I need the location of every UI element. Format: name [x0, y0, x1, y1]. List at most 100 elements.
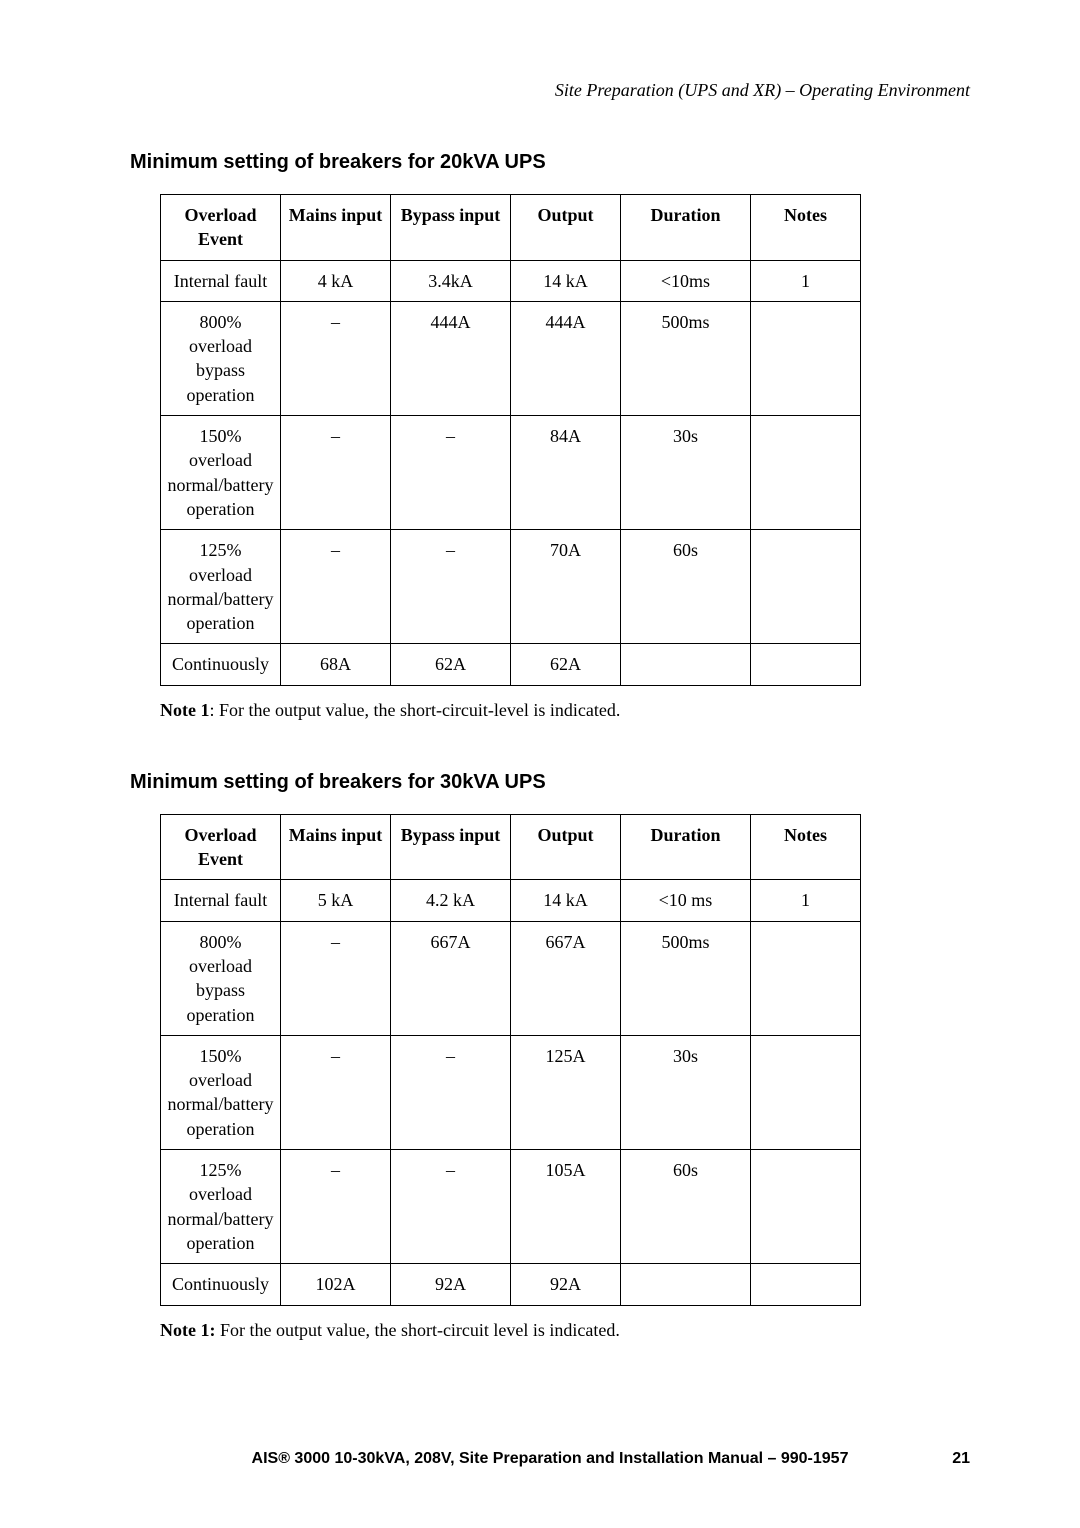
col-mains-input: Mains input — [281, 195, 391, 261]
cell: 60s — [621, 1150, 751, 1264]
cell: – — [391, 416, 511, 530]
table-body-30kva: Internal fault 5 kA 4.2 kA 14 kA <10 ms … — [161, 880, 861, 1305]
cell: Internal fault — [161, 260, 281, 301]
cell: 3.4kA — [391, 260, 511, 301]
cell: 14 kA — [511, 880, 621, 921]
col-label: OverloadEvent — [185, 205, 257, 249]
note-label: Note 1 — [160, 700, 209, 720]
cell: 5 kA — [281, 880, 391, 921]
cell: Continuously — [161, 1264, 281, 1305]
cell: 62A — [511, 644, 621, 685]
cell: 4.2 kA — [391, 880, 511, 921]
page-footer: AIS® 3000 10-30kVA, 208V, Site Preparati… — [130, 1450, 970, 1468]
col-notes: Notes — [751, 195, 861, 261]
cell: 84A — [511, 416, 621, 530]
cell — [621, 1264, 751, 1305]
cell — [621, 644, 751, 685]
table-row: Internal fault 5 kA 4.2 kA 14 kA <10 ms … — [161, 880, 861, 921]
cell: – — [281, 1150, 391, 1264]
cell: 102A — [281, 1264, 391, 1305]
footer-text: AIS® 3000 10-30kVA, 208V, Site Preparati… — [252, 1450, 849, 1467]
breakers-table-30kva: OverloadEvent Mains input Bypass input O… — [160, 814, 861, 1306]
cell: Internal fault — [161, 880, 281, 921]
cell: 667A — [391, 921, 511, 1035]
cell: – — [281, 1035, 391, 1149]
table-row: Internal fault 4 kA 3.4kA 14 kA <10ms 1 — [161, 260, 861, 301]
cell: <10ms — [621, 260, 751, 301]
col-bypass-input: Bypass input — [391, 195, 511, 261]
col-overload-event: OverloadEvent — [161, 195, 281, 261]
cell: – — [391, 530, 511, 644]
table-header-row: OverloadEvent Mains input Bypass input O… — [161, 814, 861, 880]
cell: 1 — [751, 880, 861, 921]
note-text: For the output value, the short-circuit … — [215, 1320, 619, 1340]
cell: 105A — [511, 1150, 621, 1264]
table-row: 800%overloadbypassoperation – 444A 444A … — [161, 301, 861, 415]
cell: 150%overloadnormal/batteryoperation — [161, 416, 281, 530]
col-output: Output — [511, 195, 621, 261]
note-30kva: Note 1: For the output value, the short-… — [160, 1320, 970, 1341]
cell — [751, 416, 861, 530]
note-label: Note 1: — [160, 1320, 215, 1340]
cell: – — [391, 1035, 511, 1149]
note-20kva: Note 1: For the output value, the short-… — [160, 700, 970, 721]
cell: – — [281, 530, 391, 644]
table-body-20kva: Internal fault 4 kA 3.4kA 14 kA <10ms 1 … — [161, 260, 861, 685]
table-row: 800%overloadbypassoperation – 667A 667A … — [161, 921, 861, 1035]
cell: 500ms — [621, 301, 751, 415]
table-row: 150%overloadnormal/batteryoperation – – … — [161, 1035, 861, 1149]
cell — [751, 530, 861, 644]
col-label: OverloadEvent — [185, 825, 257, 869]
breakers-table-20kva: OverloadEvent Mains input Bypass input O… — [160, 194, 861, 686]
cell: 92A — [391, 1264, 511, 1305]
cell: – — [391, 1150, 511, 1264]
running-header: Site Preparation (UPS and XR) – Operatin… — [130, 80, 970, 101]
cell — [751, 921, 861, 1035]
cell: 70A — [511, 530, 621, 644]
cell: 444A — [391, 301, 511, 415]
table-row: Continuously 102A 92A 92A — [161, 1264, 861, 1305]
section-heading-30kva: Minimum setting of breakers for 30kVA UP… — [130, 771, 970, 794]
cell: 125%overloadnormal/batteryoperation — [161, 1150, 281, 1264]
cell — [751, 1035, 861, 1149]
cell: 14 kA — [511, 260, 621, 301]
cell: 125%overloadnormal/batteryoperation — [161, 530, 281, 644]
cell: 30s — [621, 1035, 751, 1149]
cell: – — [281, 301, 391, 415]
table-header-row: OverloadEvent Mains input Bypass input O… — [161, 195, 861, 261]
cell: 92A — [511, 1264, 621, 1305]
table-row: Continuously 68A 62A 62A — [161, 644, 861, 685]
section-heading-20kva: Minimum setting of breakers for 20kVA UP… — [130, 151, 970, 174]
col-output: Output — [511, 814, 621, 880]
table-wrapper-30kva: OverloadEvent Mains input Bypass input O… — [130, 814, 970, 1306]
cell: 4 kA — [281, 260, 391, 301]
cell: – — [281, 921, 391, 1035]
table-row: 125%overloadnormal/batteryoperation – – … — [161, 530, 861, 644]
cell: 800%overloadbypassoperation — [161, 921, 281, 1035]
cell — [751, 1264, 861, 1305]
note-text: : For the output value, the short-circui… — [209, 700, 620, 720]
table-row: 125%overloadnormal/batteryoperation – – … — [161, 1150, 861, 1264]
table-wrapper-20kva: OverloadEvent Mains input Bypass input O… — [130, 194, 970, 686]
cell: 500ms — [621, 921, 751, 1035]
cell: 125A — [511, 1035, 621, 1149]
table-row: 150%overloadnormal/batteryoperation – – … — [161, 416, 861, 530]
col-bypass-input: Bypass input — [391, 814, 511, 880]
cell: 30s — [621, 416, 751, 530]
document-page: Site Preparation (UPS and XR) – Operatin… — [0, 0, 1080, 1528]
cell — [751, 301, 861, 415]
cell — [751, 1150, 861, 1264]
col-notes: Notes — [751, 814, 861, 880]
col-mains-input: Mains input — [281, 814, 391, 880]
col-duration: Duration — [621, 195, 751, 261]
cell: – — [281, 416, 391, 530]
cell: 62A — [391, 644, 511, 685]
cell: 150%overloadnormal/batteryoperation — [161, 1035, 281, 1149]
cell: 444A — [511, 301, 621, 415]
col-overload-event: OverloadEvent — [161, 814, 281, 880]
cell: 60s — [621, 530, 751, 644]
cell: Continuously — [161, 644, 281, 685]
cell: 667A — [511, 921, 621, 1035]
cell: 1 — [751, 260, 861, 301]
cell: 800%overloadbypassoperation — [161, 301, 281, 415]
